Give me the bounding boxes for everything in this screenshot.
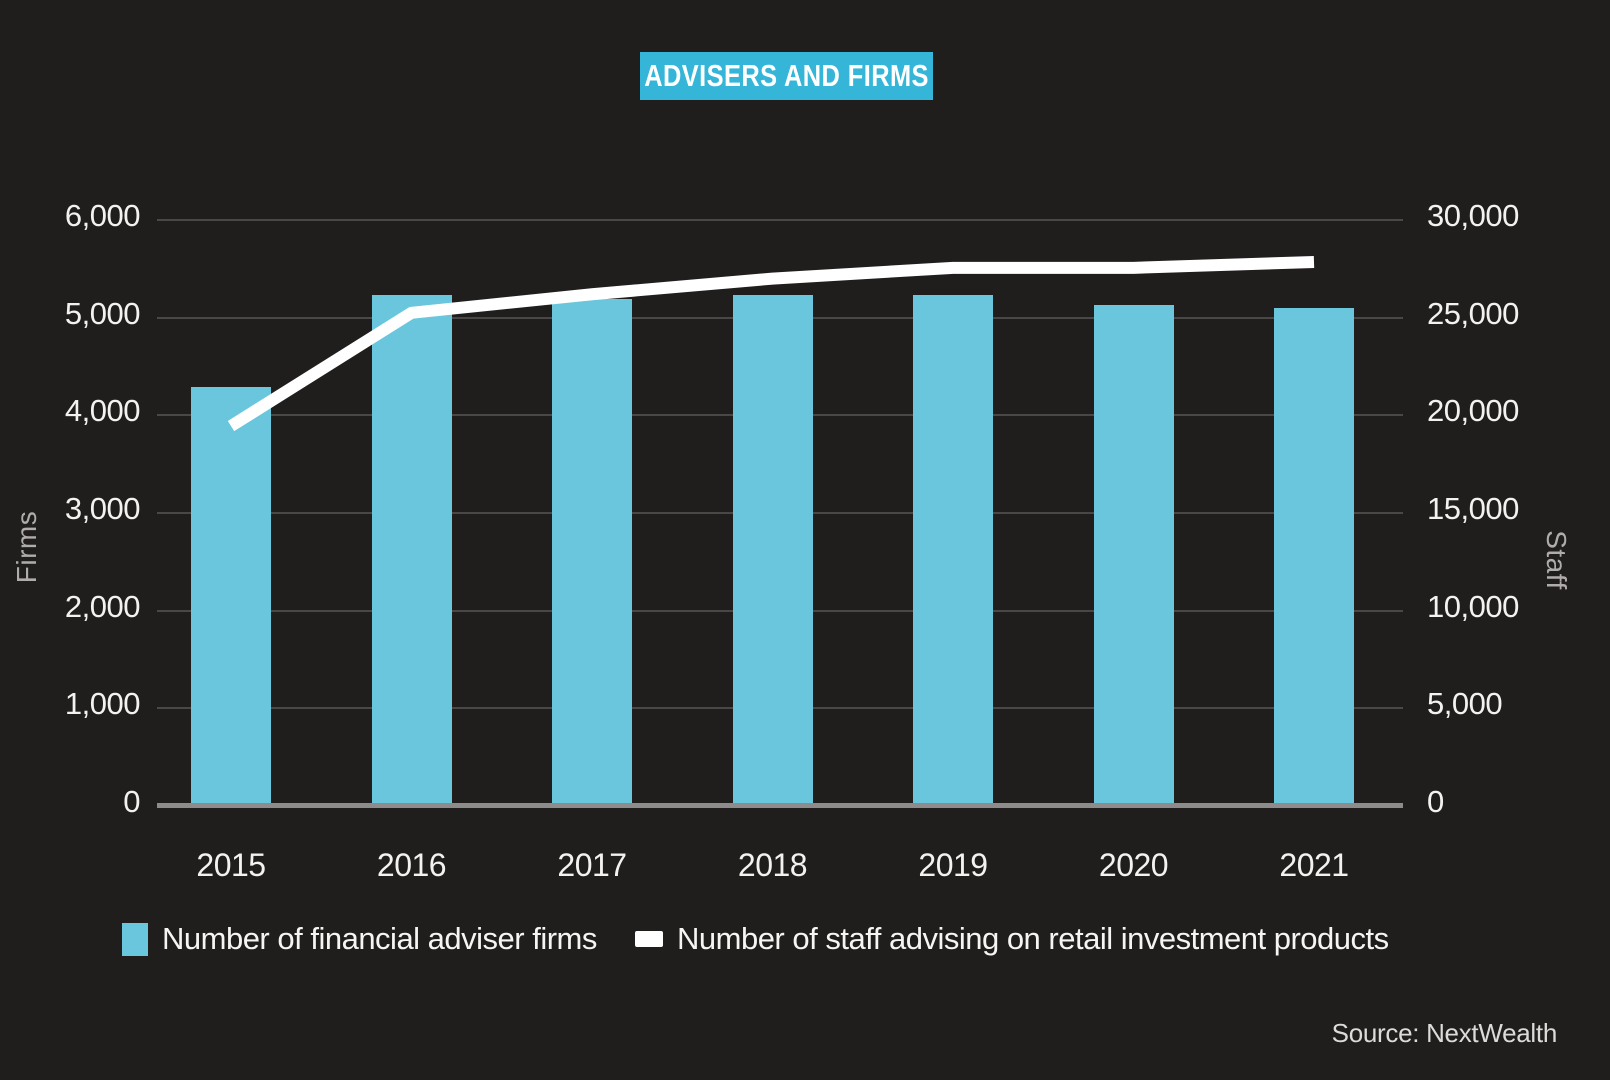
left-axis-tick: 5,000 [64,295,141,331]
right-axis-tick: 25,000 [1427,295,1519,331]
x-tick-label-2019: 2019 [918,847,988,883]
legend-line-swatch [635,931,663,947]
staff-line-layer [227,255,1315,432]
legend-label-staff: Number of staff advising on retail inves… [677,921,1389,956]
bar-2021 [1274,307,1354,806]
x-tick-label-2018: 2018 [737,847,808,883]
x-tick-label-2017: 2017 [557,847,627,883]
bar-2016 [371,295,452,806]
right-axis-tick: 30,000 [1427,198,1519,233]
bar-2020 [1093,304,1174,806]
right-axis-title: Staff [1541,530,1572,590]
bar-2018 [732,295,813,806]
bar-2019 [913,295,993,806]
left-axis-tick: 2,000 [64,588,141,624]
chart-title-badge: ADVISERS AND FIRMS [640,52,933,100]
x-tick-label-2016: 2016 [376,847,447,883]
legend-item-staff: Number of staff advising on retail inves… [635,920,1389,958]
legend-label-firms: Number of financial adviser firms [162,921,597,956]
x-axis-line [157,803,1403,808]
x-tick-label-2015: 2015 [196,847,266,883]
x-tick-label-2020: 2020 [1098,847,1169,883]
left-axis-tick: 1,000 [64,686,141,722]
right-axis-tick: 5,000 [1427,686,1503,722]
chart-title: ADVISERS AND FIRMS [644,58,929,93]
right-axis-tick: 0 [1427,784,1444,819]
left-axis-tick: 3,000 [64,491,141,526]
left-axis-tick: 6,000 [64,198,141,233]
x-tick-label-2021: 2021 [1279,847,1349,883]
staff-line [227,255,1315,432]
legend-item-firms: Number of financial adviser firms [122,920,597,958]
plot-area [157,219,1403,806]
bar-2015 [191,387,271,806]
left-axis-tick: 0 [123,784,140,819]
left-axis-tick: 4,000 [64,393,141,429]
right-axis-tick: 15,000 [1427,491,1519,526]
left-axis-title: Firms [11,510,42,584]
right-axis-tick: 20,000 [1427,393,1519,429]
legend-bar-swatch [122,922,148,956]
bar-2017 [552,299,632,806]
source-credit: Source: NextWealth [1331,1018,1558,1048]
right-axis-tick: 10,000 [1427,588,1519,624]
gridline [157,219,1403,221]
